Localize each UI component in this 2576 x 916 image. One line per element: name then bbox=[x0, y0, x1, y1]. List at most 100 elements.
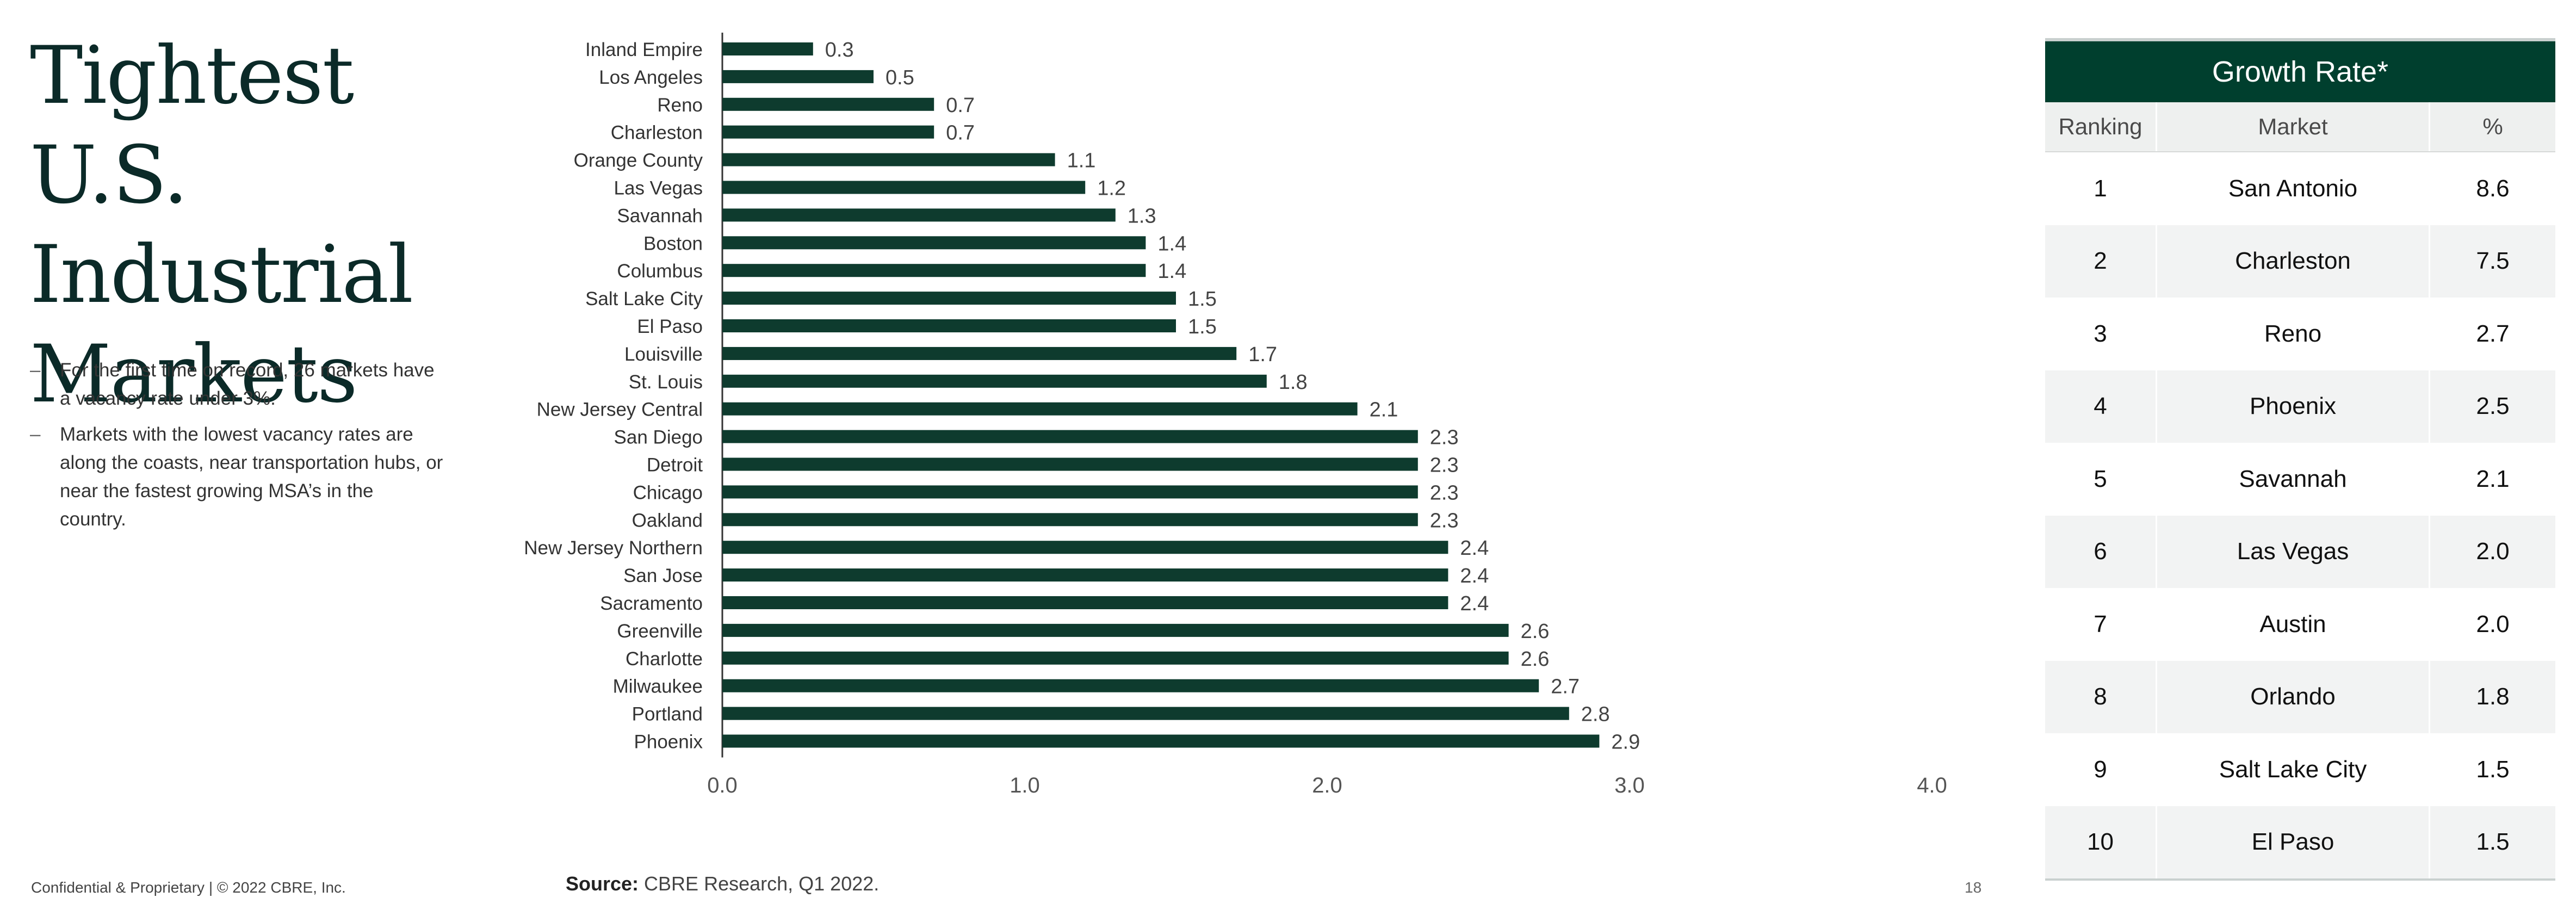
cell-percent: 1.8 bbox=[2429, 660, 2555, 733]
column-header-ranking: Ranking bbox=[2058, 114, 2142, 139]
category-label: Los Angeles bbox=[599, 67, 703, 88]
bar bbox=[722, 374, 1267, 388]
confidential-notice: Confidential & Proprietary | © 2022 CBRE… bbox=[31, 879, 346, 896]
data-label: 1.5 bbox=[1188, 315, 1217, 338]
data-label: 1.7 bbox=[1248, 343, 1277, 366]
data-label: 2.6 bbox=[1521, 620, 1550, 643]
cell-market: Salt Lake City bbox=[2156, 733, 2429, 806]
bar bbox=[722, 485, 1418, 499]
bar bbox=[722, 707, 1569, 720]
bar bbox=[722, 568, 1448, 582]
data-label: 1.4 bbox=[1157, 260, 1186, 283]
bar bbox=[722, 125, 934, 139]
bullet-text: Markets with the lowest vacancy rates ar… bbox=[60, 424, 443, 530]
table-row: 7 Austin 2.0 bbox=[2045, 588, 2555, 661]
bar bbox=[722, 651, 1509, 665]
category-label: Charleston bbox=[611, 122, 703, 144]
data-label: 2.1 bbox=[1370, 399, 1398, 422]
bar bbox=[722, 208, 1116, 222]
category-label: Las Vegas bbox=[614, 178, 703, 199]
cell-percent: 1.5 bbox=[2429, 806, 2555, 878]
bar bbox=[722, 623, 1509, 637]
bar bbox=[722, 457, 1418, 471]
data-label: 0.5 bbox=[886, 66, 914, 89]
page-number: 18 bbox=[1965, 879, 1982, 896]
cell-market: Phoenix bbox=[2156, 370, 2429, 443]
bullet-dash: – bbox=[30, 424, 41, 445]
bar bbox=[722, 430, 1418, 443]
bar bbox=[722, 292, 1176, 305]
bar bbox=[722, 319, 1176, 332]
x-tick-label: 3.0 bbox=[1614, 773, 1645, 797]
bar bbox=[722, 513, 1418, 527]
category-label: San Diego bbox=[614, 427, 703, 448]
cell-market: Austin bbox=[2156, 588, 2429, 661]
cell-percent: 7.5 bbox=[2429, 225, 2555, 298]
data-label: 1.8 bbox=[1279, 371, 1308, 394]
cell-percent: 2.0 bbox=[2429, 515, 2555, 588]
bullet-item: – Markets with the lowest vacancy rates a… bbox=[30, 420, 443, 534]
cell-percent: 2.7 bbox=[2429, 298, 2555, 370]
category-label: Portland bbox=[632, 704, 703, 725]
data-label: 2.4 bbox=[1460, 565, 1489, 587]
table-row: 3 Reno 2.7 bbox=[2045, 298, 2555, 370]
category-label: Charlotte bbox=[626, 648, 703, 670]
data-label: 1.2 bbox=[1097, 177, 1126, 200]
cell-rank: 3 bbox=[2094, 320, 2107, 347]
category-label: Detroit bbox=[647, 455, 703, 476]
bar bbox=[722, 97, 934, 111]
x-tick-label: 4.0 bbox=[1917, 773, 1947, 797]
table-column-headers: Ranking Market % bbox=[2045, 102, 2555, 152]
cell-market: Charleston bbox=[2156, 225, 2429, 298]
source-note: Source: CBRE Research, Q1 2022. bbox=[566, 872, 879, 895]
cell-market: Las Vegas bbox=[2156, 515, 2429, 588]
data-label: 2.7 bbox=[1551, 676, 1580, 698]
category-label: Oakland bbox=[632, 510, 703, 531]
cell-market: Savannah bbox=[2156, 443, 2429, 516]
bullet-text: For the first time on record, 26 markets… bbox=[60, 360, 435, 409]
category-label: St. Louis bbox=[629, 372, 703, 393]
source-label: Source: bbox=[566, 872, 639, 895]
category-label: New Jersey Northern bbox=[524, 537, 703, 559]
data-label: 1.4 bbox=[1157, 232, 1186, 255]
category-label: Louisville bbox=[624, 344, 703, 365]
table-row: 6 Las Vegas 2.0 bbox=[2045, 515, 2555, 588]
x-tick-label: 0.0 bbox=[707, 773, 738, 797]
cell-rank: 10 bbox=[2087, 828, 2114, 856]
category-label: Savannah bbox=[617, 205, 703, 226]
category-label: El Paso bbox=[637, 316, 703, 337]
data-label: 2.6 bbox=[1521, 648, 1550, 671]
category-label: Greenville bbox=[617, 621, 703, 642]
bar bbox=[722, 596, 1448, 609]
cell-market: Reno bbox=[2156, 298, 2429, 370]
data-label: 2.8 bbox=[1581, 703, 1610, 726]
category-label: Boston bbox=[643, 233, 703, 254]
column-header-percent: % bbox=[2429, 102, 2555, 151]
growth-rate-table: Growth Rate* Ranking Market % 1 San Anton… bbox=[2045, 38, 2555, 881]
table-row: 8 Orlando 1.8 bbox=[2045, 660, 2555, 733]
category-label: Columbus bbox=[617, 261, 703, 282]
category-label: Salt Lake City bbox=[585, 288, 703, 310]
bar bbox=[722, 679, 1539, 692]
category-label: Orange County bbox=[574, 150, 703, 171]
cell-market: Orlando bbox=[2156, 660, 2429, 733]
category-label: Milwaukee bbox=[613, 676, 703, 697]
data-label: 2.3 bbox=[1430, 454, 1459, 477]
data-label: 0.7 bbox=[946, 122, 975, 145]
cell-market: San Antonio bbox=[2156, 152, 2429, 225]
category-label: Phoenix bbox=[634, 732, 703, 753]
cell-rank: 4 bbox=[2094, 393, 2107, 420]
cell-rank: 5 bbox=[2094, 465, 2107, 492]
table-row: 9 Salt Lake City 1.5 bbox=[2045, 733, 2555, 806]
bar bbox=[722, 264, 1146, 277]
data-label: 2.3 bbox=[1430, 426, 1459, 449]
cell-percent: 2.0 bbox=[2429, 588, 2555, 661]
bar bbox=[722, 70, 874, 83]
data-label: 0.7 bbox=[946, 94, 975, 117]
column-header-market: Market bbox=[2156, 102, 2429, 151]
source-text: CBRE Research, Q1 2022. bbox=[639, 872, 880, 895]
page-title: Tightest U.S. Industrial Markets bbox=[30, 29, 413, 420]
bar bbox=[722, 42, 813, 55]
bullet-item: – For the first time on record, 26 market… bbox=[30, 356, 443, 413]
category-label: San Jose bbox=[623, 565, 703, 586]
